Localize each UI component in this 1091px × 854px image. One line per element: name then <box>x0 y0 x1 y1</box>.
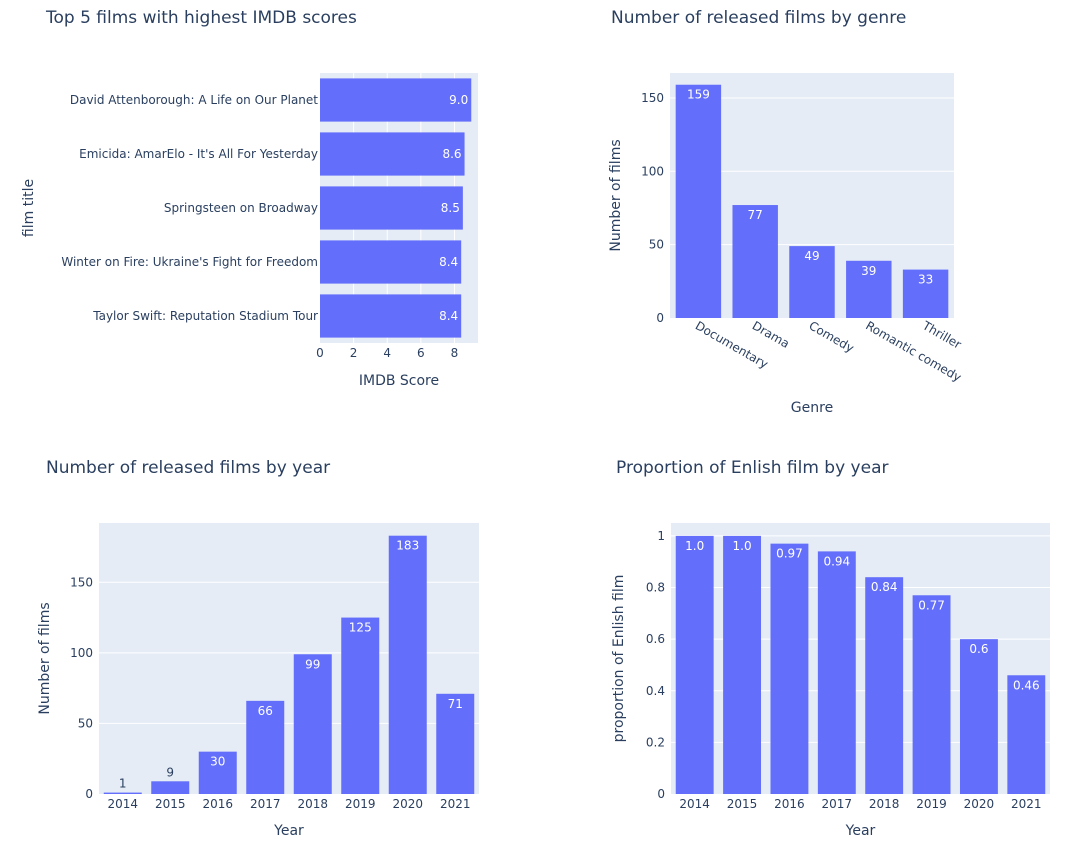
y-tick-label: 0 <box>657 787 665 801</box>
x-tick-label: 8 <box>451 346 459 360</box>
bar <box>294 654 332 794</box>
y-tick-label: 150 <box>70 575 93 589</box>
x-tick-label: 2017 <box>250 797 281 811</box>
bar <box>913 595 951 794</box>
bar <box>104 793 142 794</box>
y-axis-title: Number of films <box>608 139 624 251</box>
x-tick-label: 2014 <box>107 797 138 811</box>
y-tick-label: Emicida: AmarElo - It's All For Yesterda… <box>79 147 318 161</box>
bar-value-label: 9.0 <box>449 93 468 107</box>
x-tick-label: Comedy <box>807 318 857 355</box>
bar <box>1007 675 1045 794</box>
x-axis-title: Year <box>845 823 876 839</box>
bar-value-label: 33 <box>918 273 933 287</box>
x-tick-label: 2020 <box>964 797 995 811</box>
y-axis-title: film title <box>21 179 37 237</box>
bar-value-label: 0.84 <box>871 580 898 594</box>
x-tick-label: 2016 <box>774 797 805 811</box>
bar-value-label: 1 <box>119 777 127 791</box>
y-tick-label: 0.8 <box>646 581 665 595</box>
y-tick-label: Taylor Swift: Reputation Stadium Tour <box>92 309 318 323</box>
x-tick-label: 0 <box>316 346 324 360</box>
bar-value-label: 30 <box>210 755 225 769</box>
bar-value-label: 125 <box>349 621 372 635</box>
y-tick-label: David Attenborough: A Life on Our Planet <box>70 93 318 107</box>
bar-value-label: 99 <box>305 657 320 671</box>
y-tick-label: 0.6 <box>646 632 665 646</box>
y-tick-label: 1 <box>657 529 665 543</box>
y-axis-title: Number of films <box>37 602 53 714</box>
bar-value-label: 0.94 <box>823 554 850 568</box>
bar-value-label: 159 <box>687 88 710 102</box>
x-tick-label: 2018 <box>869 797 900 811</box>
x-tick-label: 2017 <box>822 797 853 811</box>
bar-value-label: 1.0 <box>685 539 704 553</box>
x-tick-label: 2021 <box>1011 797 1042 811</box>
y-axis-title: proportion of Enlish film <box>611 575 627 743</box>
bar <box>341 618 379 794</box>
x-tick-label: 2015 <box>155 797 186 811</box>
y-tick-label: 100 <box>641 164 664 178</box>
x-tick-label: 2014 <box>679 797 710 811</box>
bar <box>151 781 189 794</box>
y-tick-label: Winter on Fire: Ukraine's Fight for Free… <box>61 255 318 269</box>
x-tick-label: 2019 <box>916 797 947 811</box>
bar-value-label: 66 <box>258 704 273 718</box>
y-tick-label: 0 <box>85 787 93 801</box>
bar <box>723 536 761 794</box>
x-tick-label: 2016 <box>202 797 233 811</box>
x-tick-label: 2 <box>350 346 358 360</box>
x-tick-label: Thriller <box>919 318 963 352</box>
x-tick-label: 2019 <box>345 797 376 811</box>
x-tick-label: Romantic comedy <box>863 318 964 384</box>
y-tick-label: 150 <box>641 91 664 105</box>
x-tick-label: 4 <box>383 346 391 360</box>
bar-value-label: 8.4 <box>439 255 458 269</box>
bar-value-label: 8.4 <box>439 309 458 323</box>
chart-top-films: 0 2 4 6 8 9.0 David Attenborough: A Life on Ou… <box>0 0 545 427</box>
chart-year: 0 50 100 150 1 2014 9 2015 30 2016 66 2017 99 2018 125… <box>0 427 545 854</box>
x-tick-label: 2015 <box>727 797 758 811</box>
x-axis-title: Year <box>273 823 304 839</box>
bar <box>960 639 998 794</box>
y-tick-label: 0 <box>656 311 664 325</box>
y-tick-label: 100 <box>70 646 93 660</box>
bar-value-label: 0.77 <box>918 598 945 612</box>
bar-value-label: 49 <box>804 249 819 263</box>
x-tick-label: 2020 <box>392 797 423 811</box>
bar-value-label: 8.5 <box>441 201 460 215</box>
bar <box>770 544 808 794</box>
y-tick-label: 0.2 <box>646 735 665 749</box>
bar <box>676 536 714 794</box>
bar-value-label: 39 <box>861 264 876 278</box>
bar-value-label: 9 <box>166 765 174 779</box>
x-tick-label: 2018 <box>297 797 328 811</box>
y-tick-label: Springsteen on Broadway <box>164 201 318 215</box>
bar-value-label: 71 <box>448 697 463 711</box>
y-tick-label: 50 <box>78 716 93 730</box>
bar <box>818 551 856 794</box>
bar <box>389 536 427 794</box>
x-axis-title: IMDB Score <box>359 373 439 389</box>
x-tick-label: 2021 <box>440 797 471 811</box>
chart-english-proportion: 0 0.2 0.4 0.6 0.8 1 1.0 2014 1.0 2015 0.97 2016 0.94… <box>545 427 1091 854</box>
bar-value-label: 8.6 <box>442 147 461 161</box>
bar-value-label: 1.0 <box>733 539 752 553</box>
y-tick-label: 50 <box>649 238 664 252</box>
bar-value-label: 77 <box>748 208 763 222</box>
x-axis-title: Genre <box>791 400 833 416</box>
bar-value-label: 0.46 <box>1013 678 1040 692</box>
y-tick-label: 0.4 <box>646 684 665 698</box>
bar <box>676 85 721 318</box>
x-tick-label: 6 <box>417 346 425 360</box>
bar-value-label: 0.6 <box>969 642 988 656</box>
bar-value-label: 0.97 <box>776 547 803 561</box>
x-tick-label: Drama <box>750 318 792 350</box>
bar <box>865 577 903 794</box>
bar-value-label: 183 <box>396 539 419 553</box>
